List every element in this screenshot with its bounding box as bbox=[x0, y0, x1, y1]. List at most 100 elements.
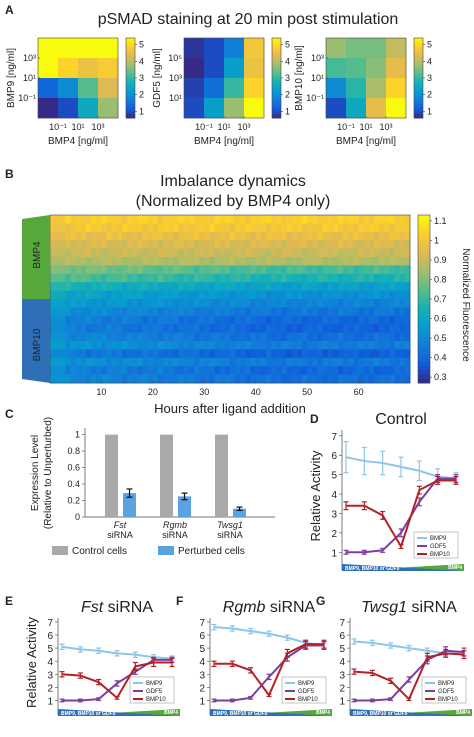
heatmap-cell bbox=[209, 374, 215, 384]
heatmap-cell bbox=[296, 282, 303, 291]
colorbar-1-cell bbox=[126, 86, 135, 89]
heatmap-cell bbox=[111, 299, 118, 308]
heatmap-cell bbox=[101, 240, 107, 249]
colorbar-1-tick-label: 4 bbox=[139, 56, 144, 66]
heatmap-cell bbox=[199, 240, 205, 249]
colorbar-3-cell bbox=[414, 64, 423, 67]
heatmap-cell bbox=[250, 273, 257, 283]
heatmap-cell bbox=[286, 324, 293, 333]
heatmap-cell bbox=[224, 315, 231, 325]
heatmap-cell bbox=[132, 265, 138, 275]
heatmap-cell bbox=[374, 332, 380, 342]
heatmap-cell bbox=[389, 223, 395, 233]
colorbar-2-cell bbox=[272, 84, 281, 87]
heatmap-cell bbox=[368, 349, 375, 359]
heatmap-cell bbox=[152, 223, 159, 233]
heatmap-cell bbox=[386, 38, 407, 59]
heatmap-cell bbox=[276, 307, 282, 317]
heatmap-cell bbox=[80, 240, 87, 249]
heatmap-cell bbox=[245, 290, 251, 300]
heatmap-cell bbox=[106, 223, 113, 233]
heatmap-cell bbox=[188, 240, 195, 249]
heatmap-cell bbox=[404, 248, 411, 258]
heatmap-cell bbox=[404, 324, 411, 333]
heatmap-cell bbox=[363, 341, 370, 350]
heatmap-cell bbox=[260, 307, 267, 317]
heatmap-cell bbox=[250, 366, 257, 375]
y-tick-label: 10¹ bbox=[23, 73, 36, 83]
heatmap-cell bbox=[209, 349, 215, 359]
y-axis-label: Relative Activity bbox=[308, 450, 323, 542]
heatmap-cell bbox=[332, 332, 339, 342]
legend-label: Control cells bbox=[72, 546, 127, 557]
heatmap-cell bbox=[379, 265, 385, 275]
heatmap-cell bbox=[307, 315, 313, 325]
heatmap-cell bbox=[260, 231, 267, 241]
heatmap-cell bbox=[255, 273, 262, 283]
heatmap-cell bbox=[230, 307, 236, 317]
heatmap-cell bbox=[132, 215, 138, 224]
heatmap-cell bbox=[65, 240, 71, 249]
heatmap-cell bbox=[50, 341, 56, 350]
y-tick-label: 10¹ bbox=[311, 73, 324, 83]
y-tick-label: 4 bbox=[199, 657, 205, 668]
heatmap-cell bbox=[291, 257, 298, 266]
colorbar-2-cell bbox=[272, 78, 281, 81]
heatmap-cell bbox=[271, 324, 277, 333]
heatmap-cell bbox=[91, 349, 97, 359]
heatmap-cell bbox=[183, 332, 190, 342]
heatmap-cell bbox=[214, 215, 221, 224]
y-tick-label: 6 bbox=[339, 631, 345, 642]
heatmap-cell bbox=[158, 257, 164, 266]
panel-title: Fst siRNA bbox=[81, 599, 153, 616]
heatmap-cell bbox=[86, 349, 92, 359]
heatmap-cell bbox=[188, 315, 195, 325]
heatmap-cell bbox=[152, 307, 159, 317]
heatmap-cell bbox=[250, 315, 257, 325]
heatmap-cell bbox=[132, 223, 138, 233]
y-tick-label: 2 bbox=[331, 529, 337, 540]
heatmap-cell bbox=[142, 257, 149, 266]
colorbar-1-cell bbox=[126, 74, 135, 77]
heatmap-cell bbox=[204, 299, 210, 308]
heatmap-cell bbox=[75, 240, 82, 249]
heatmap-cell bbox=[132, 357, 138, 367]
heatmap-cell bbox=[111, 248, 118, 258]
heatmap-cell bbox=[343, 257, 349, 266]
y-axis-label: Relative Activity bbox=[24, 616, 39, 708]
heatmap-cell bbox=[338, 307, 344, 317]
heatmap-cell bbox=[70, 248, 77, 258]
heatmap-cell bbox=[245, 273, 251, 283]
heatmap-cell bbox=[86, 248, 92, 258]
heatmap-cell bbox=[224, 357, 231, 367]
heatmap-cell bbox=[379, 223, 385, 233]
heatmap-cell bbox=[152, 248, 159, 258]
heatmap-cell bbox=[204, 223, 210, 233]
heatmap-cell bbox=[224, 38, 245, 59]
colorbar-3-cell bbox=[414, 104, 423, 107]
colorbar-2-cell bbox=[272, 52, 281, 55]
heatmap-cell bbox=[75, 273, 82, 283]
heatmap-cell bbox=[224, 231, 231, 241]
heatmap-cell bbox=[276, 349, 282, 359]
heatmap-cell bbox=[348, 349, 354, 359]
heatmap-cell bbox=[152, 366, 159, 375]
heatmap-cell bbox=[116, 324, 123, 333]
heatmap-cell bbox=[338, 299, 344, 308]
heatmap-cell bbox=[122, 307, 128, 317]
heatmap-cell bbox=[96, 341, 102, 350]
heatmap-cell bbox=[312, 357, 318, 367]
colorbar-b-tick-label: 1 bbox=[434, 235, 439, 245]
heatmap-cell bbox=[152, 357, 159, 367]
colorbar-3-tick-label: 4 bbox=[427, 56, 432, 66]
y-tick-label: 10³ bbox=[23, 53, 36, 63]
heatmap-cell bbox=[245, 315, 251, 325]
heatmap-cell bbox=[188, 324, 195, 333]
heatmap-cell bbox=[281, 374, 287, 384]
heatmap-cell bbox=[379, 374, 385, 384]
heatmap-cell bbox=[122, 240, 128, 249]
heatmap-cell bbox=[348, 324, 354, 333]
heatmap-cell bbox=[194, 332, 200, 342]
